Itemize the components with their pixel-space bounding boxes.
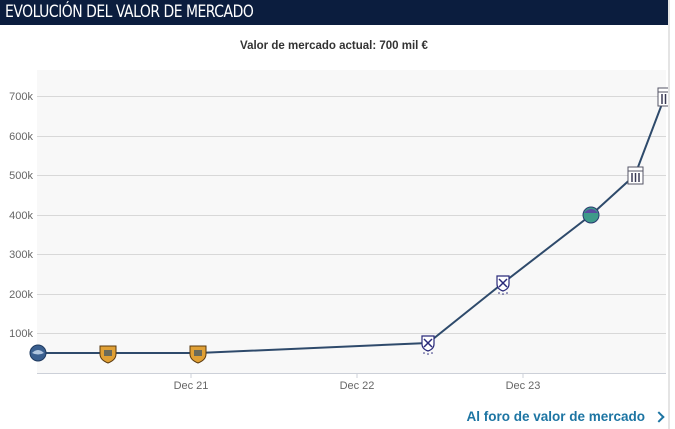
chevron-right-icon <box>653 410 665 423</box>
data-point-8[interactable] <box>657 87 668 107</box>
y-tick-100k: 100k <box>9 328 33 340</box>
forum-link-label: Al foro de valor de mercado <box>466 409 645 424</box>
y-tick-200k: 200k <box>9 289 33 301</box>
y-tick-600k: 600k <box>9 131 33 143</box>
data-point-6[interactable] <box>582 206 600 224</box>
y-tick-300k: 300k <box>9 249 33 261</box>
panel-border <box>668 0 670 429</box>
chart-subtitle: Valor de mercado actual: 700 mil € <box>240 40 428 52</box>
y-tick-700k: 700k <box>9 91 33 103</box>
y-tick-500k: 500k <box>9 170 33 182</box>
data-point-2[interactable] <box>99 345 117 364</box>
x-tick-marks <box>190 373 524 378</box>
market-value-forum-link[interactable]: Al foro de valor de mercado <box>466 409 665 424</box>
data-point-3[interactable] <box>189 345 207 364</box>
y-tick-400k: 400k <box>9 210 33 222</box>
market-value-chart: 700k 600k 500k 400k 300k 200k 100k Dec 2… <box>9 70 668 392</box>
x-axis-labels: Dec 21 Dec 22 Dec 23 <box>174 380 541 392</box>
y-axis-labels: 700k 600k 500k 400k 300k 200k 100k <box>9 91 33 340</box>
section-header: EVOLUCIÓN DEL VALOR DE MERCADO <box>0 0 668 25</box>
club-shield-icon <box>657 87 668 107</box>
data-point-5[interactable] <box>496 275 510 295</box>
data-point-7[interactable] <box>627 166 644 185</box>
data-point-1[interactable] <box>29 344 47 362</box>
section-title: EVOLUCIÓN DEL VALOR DE MERCADO <box>5 2 254 22</box>
x-tick-dec21: Dec 21 <box>174 380 209 392</box>
x-tick-dec23: Dec 23 <box>506 380 541 392</box>
gridlines <box>37 96 666 334</box>
data-point-4[interactable] <box>421 335 435 355</box>
plot-area <box>37 70 666 373</box>
x-tick-dec22: Dec 22 <box>340 380 375 392</box>
